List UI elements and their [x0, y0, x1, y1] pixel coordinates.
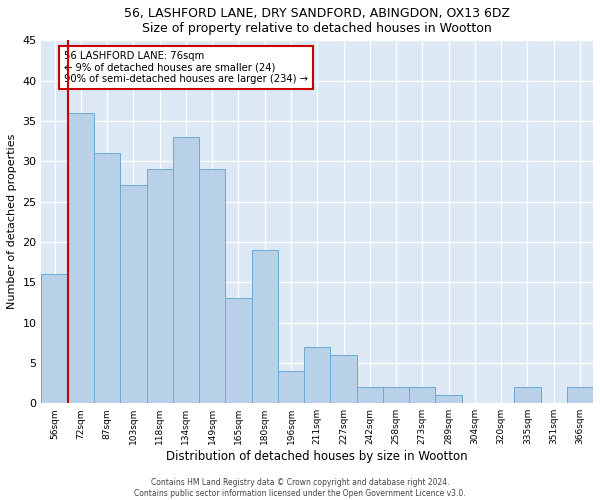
Bar — [409, 387, 436, 404]
Bar — [199, 170, 226, 404]
Bar — [251, 250, 278, 404]
Bar — [331, 355, 356, 404]
Bar — [120, 186, 146, 404]
Bar — [436, 395, 462, 404]
Bar — [278, 371, 304, 404]
Title: 56, LASHFORD LANE, DRY SANDFORD, ABINGDON, OX13 6DZ
Size of property relative to: 56, LASHFORD LANE, DRY SANDFORD, ABINGDO… — [124, 7, 510, 35]
Text: 56 LASHFORD LANE: 76sqm
← 9% of detached houses are smaller (24)
90% of semi-det: 56 LASHFORD LANE: 76sqm ← 9% of detached… — [64, 51, 308, 84]
Bar — [68, 113, 94, 404]
Bar — [41, 274, 68, 404]
Bar — [146, 170, 173, 404]
Bar — [567, 387, 593, 404]
Bar — [173, 137, 199, 404]
Y-axis label: Number of detached properties: Number of detached properties — [7, 134, 17, 310]
Bar — [514, 387, 541, 404]
Bar — [304, 347, 331, 404]
Bar — [356, 387, 383, 404]
Bar — [226, 298, 251, 404]
X-axis label: Distribution of detached houses by size in Wootton: Distribution of detached houses by size … — [166, 450, 468, 463]
Text: Contains HM Land Registry data © Crown copyright and database right 2024.
Contai: Contains HM Land Registry data © Crown c… — [134, 478, 466, 498]
Bar — [94, 153, 120, 404]
Bar — [383, 387, 409, 404]
